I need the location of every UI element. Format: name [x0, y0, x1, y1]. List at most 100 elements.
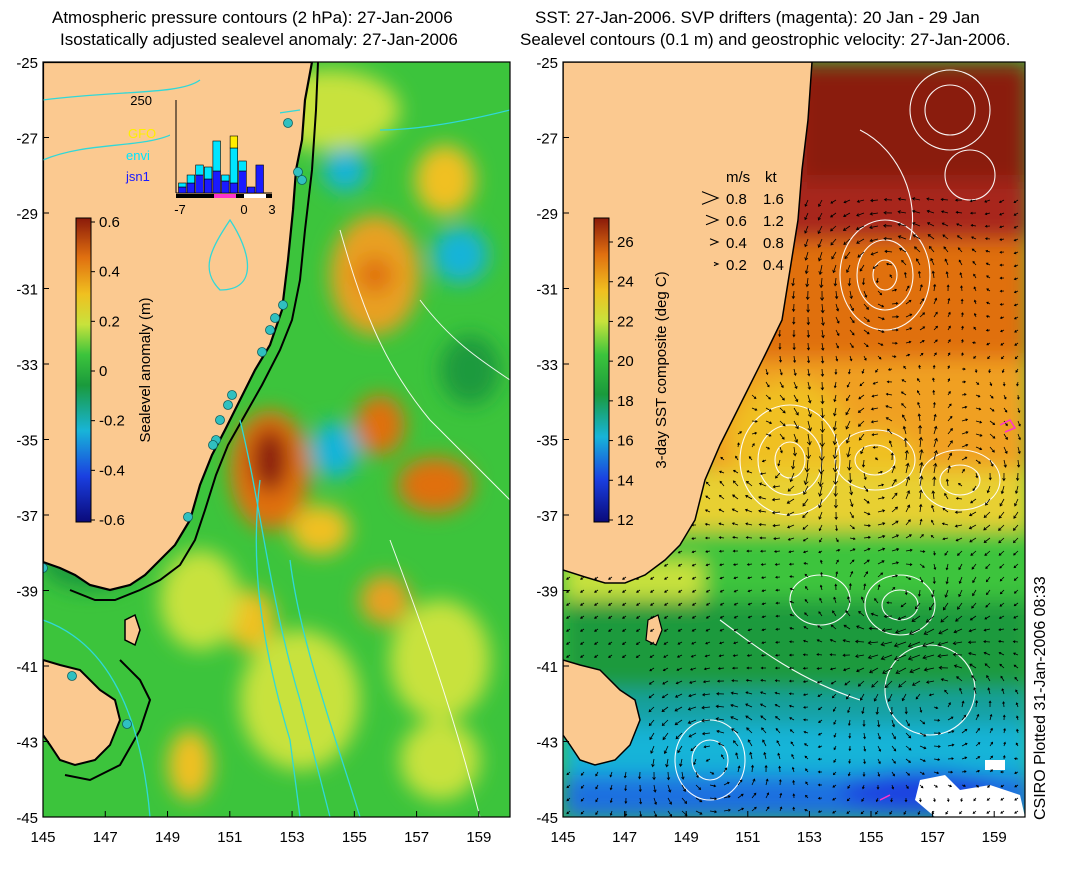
- velocity-arrow: [846, 810, 851, 814]
- velocity-arrow: [709, 771, 715, 775]
- velocity-arrow: [863, 524, 871, 528]
- histogram-legend-jsn1: jsn1: [125, 169, 150, 184]
- velocity-arrow: [636, 615, 641, 619]
- velocity-arrow: [639, 797, 643, 805]
- velocity-arrow: [746, 654, 753, 657]
- velocity-arrow: [791, 290, 796, 300]
- velocity-arrow: [945, 478, 949, 487]
- velocity-arrow: [832, 771, 837, 776]
- velocity-arrow: [983, 628, 991, 632]
- velocity-arrow: [985, 602, 991, 608]
- velocity-arrow: [661, 693, 669, 699]
- velocity-arrow: [984, 663, 991, 669]
- velocity-arrow: [911, 680, 921, 686]
- velocity-arrow: [937, 641, 949, 647]
- velocity-arrow: [933, 311, 938, 318]
- velocity-arrow: [733, 589, 739, 593]
- velocity-arrow: [648, 706, 655, 713]
- velocity-arrow: [677, 615, 683, 619]
- velocity-arrow: [718, 654, 725, 658]
- velocity-arrow: [765, 407, 772, 412]
- velocity-arrow: [933, 563, 937, 571]
- right-title-line1: SST: 27-Jan-2006. SVP drifters (magenta)…: [535, 8, 980, 27]
- velocity-arrow: [732, 494, 739, 500]
- velocity-arrow: [1003, 446, 1008, 454]
- velocity-arrow: [890, 452, 894, 461]
- velocity-arrow: [944, 689, 949, 695]
- velocity-arrow: [1013, 615, 1019, 619]
- velocity-arrow: [737, 779, 743, 786]
- lat-tick-label: -35: [16, 433, 38, 450]
- histogram-bar-segment: [186, 174, 196, 184]
- velocity-arrow: [709, 784, 717, 788]
- velocity-arrow: [788, 666, 795, 670]
- lat-tick-label: -35: [536, 433, 558, 450]
- velocity-arrow: [649, 628, 655, 632]
- velocity-arrow: [687, 719, 697, 724]
- velocity-arrow: [788, 550, 795, 554]
- velocity-arrow: [661, 719, 669, 727]
- velocity-arrow: [791, 753, 795, 760]
- velocity-arrow: [843, 199, 851, 204]
- velocity-arrow: [901, 379, 907, 383]
- velocity-arrow: [751, 792, 757, 799]
- velocity-arrow: [972, 810, 977, 814]
- velocity-arrow: [636, 576, 641, 580]
- velocity-arrow: [905, 548, 913, 552]
- velocity-arrow: [960, 285, 963, 292]
- velocity-arrow: [905, 732, 912, 739]
- velocity-arrow: [806, 316, 811, 326]
- velocity-arrow: [831, 251, 837, 260]
- velocity-arrow: [989, 420, 996, 425]
- velocity-arrow: [947, 415, 953, 422]
- velocity-arrow: [803, 718, 809, 722]
- velocity-arrow: [833, 485, 838, 498]
- velocity-arrow: [580, 810, 585, 815]
- velocity-arrow: [595, 797, 599, 803]
- velocity-arrow: [877, 355, 882, 360]
- velocity-arrow: [789, 627, 795, 630]
- velocity-arrow: [903, 810, 907, 815]
- velocity-arrow: [652, 771, 656, 781]
- velocity-arrow: [835, 316, 840, 324]
- velocity-arrow: [955, 211, 963, 214]
- velocity-arrow: [830, 199, 837, 204]
- velocity-arrow: [877, 342, 884, 346]
- velocity-arrow: [1013, 199, 1019, 203]
- velocity-arrow: [947, 784, 953, 788]
- velocity-arrow: [1003, 433, 1008, 441]
- velocity-arrow: [608, 641, 613, 645]
- velocity-arrow: [733, 615, 739, 619]
- velocity-arrow: [806, 329, 811, 338]
- velocity-arrow: [956, 676, 963, 682]
- velocity-arrow: [751, 431, 758, 435]
- velocity-arrow: [761, 727, 767, 734]
- velocity-arrow: [905, 719, 910, 727]
- velocity-arrow: [705, 758, 711, 762]
- velocity-arrow: [695, 784, 702, 791]
- velocity-arrow: [958, 259, 963, 266]
- colorbar-tick-label: 14: [617, 472, 634, 489]
- velocity-arrow: [933, 325, 939, 331]
- histogram-bar-segment: [204, 166, 213, 180]
- velocity-arrow: [719, 628, 725, 632]
- velocity-arrow: [989, 727, 993, 734]
- velocity-arrow: [821, 342, 825, 351]
- velocity-arrow: [867, 640, 879, 645]
- velocity-arrow: [775, 640, 781, 644]
- velocity-arrow: [705, 615, 711, 619]
- velocity-arrow: [623, 771, 627, 779]
- velocity-arrow: [771, 510, 781, 515]
- velocity-arrow: [919, 745, 927, 750]
- velocity-arrow: [789, 729, 795, 734]
- shelf-edge-line: [64, 62, 319, 782]
- velocity-arrow: [849, 290, 853, 300]
- velocity-arrow: [860, 693, 865, 701]
- sst-colorbar: 26 24 22 20 18 16 14 12 3-day SST composite (de…: [593, 217, 670, 529]
- velocity-arrow: [1015, 742, 1019, 747]
- velocity-arrow: [667, 784, 672, 793]
- velocity-arrow: [892, 328, 899, 332]
- velocity-arrow: [775, 614, 781, 618]
- velocity-arrow: [723, 795, 731, 799]
- velocity-arrow: [911, 197, 921, 201]
